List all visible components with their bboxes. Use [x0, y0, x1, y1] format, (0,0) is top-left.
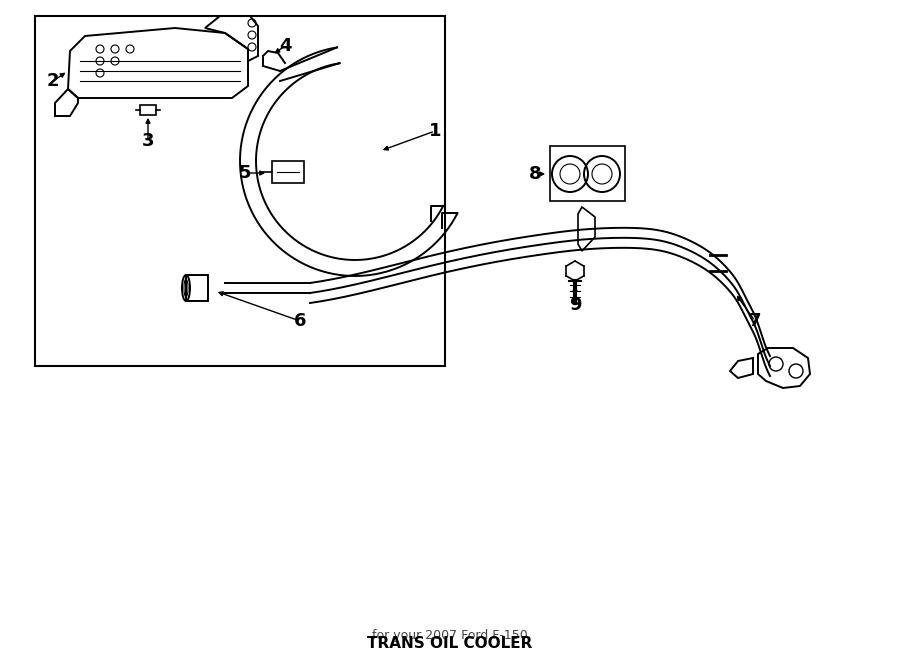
Bar [186, 275, 208, 301]
Text: 2: 2 [47, 72, 59, 90]
Text: 7: 7 [749, 312, 761, 330]
Text: TRANS OIL COOLER: TRANS OIL COOLER [367, 636, 533, 651]
Text: 4: 4 [279, 37, 292, 55]
Text: for your 2007 Ford F-150: for your 2007 Ford F-150 [372, 629, 528, 642]
Text: 9: 9 [569, 296, 581, 314]
Text: 6: 6 [293, 312, 306, 330]
Text: 1: 1 [428, 122, 441, 140]
Bar [272, 161, 304, 183]
Bar [140, 105, 156, 115]
Bar [35, 16, 445, 366]
Text: 3: 3 [142, 132, 154, 150]
Text: 5: 5 [238, 164, 251, 182]
Bar [550, 146, 625, 201]
Text: 8: 8 [528, 165, 541, 183]
